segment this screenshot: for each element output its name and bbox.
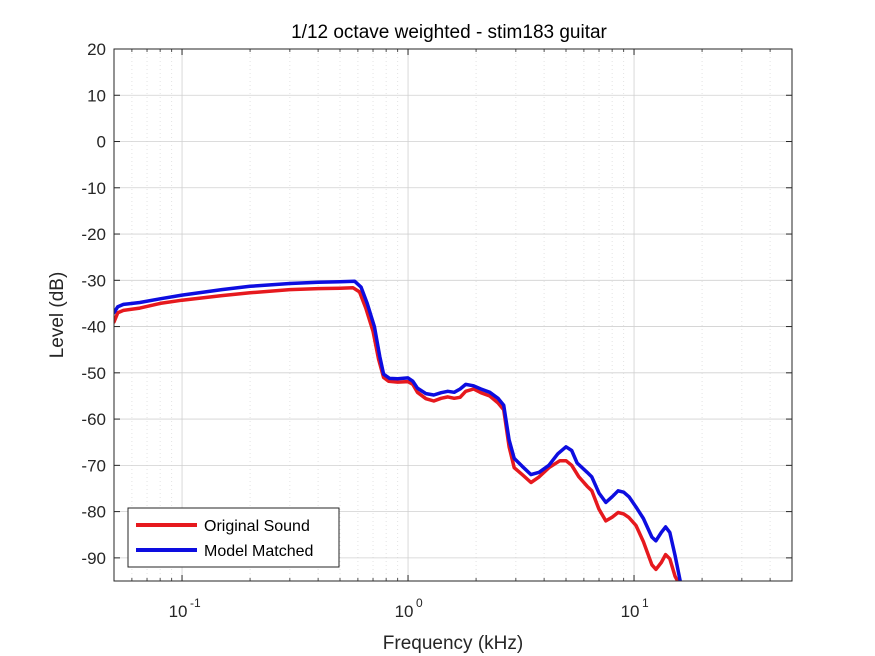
y-tick-labels: 20 10 0 -10 -20 -30 -40 -50 -60 -70 -80 -90	[81, 40, 106, 568]
x-axis-label: Frequency (kHz)	[383, 633, 523, 654]
y-tick-label: -50	[81, 364, 106, 383]
chart-title: 1/12 octave weighted - stim183 guitar	[291, 22, 607, 43]
y-tick-label: 20	[87, 40, 106, 59]
y-tick-label: 10	[87, 86, 106, 105]
x-tick-label: 10	[169, 602, 188, 621]
y-tick-label: -60	[81, 410, 106, 429]
y-tick-label: -90	[81, 549, 106, 568]
plot-border	[113, 48, 793, 582]
legend-label-model-matched: Model Matched	[204, 543, 313, 560]
plot-area	[114, 49, 792, 581]
legend-box	[127, 507, 340, 568]
y-tick-label: -30	[81, 271, 106, 290]
y-axis-label: Level (dB)	[47, 272, 68, 359]
y-tick-label: -20	[81, 225, 106, 244]
legend: Original Sound Model Matched	[127, 507, 340, 568]
x-tick-label: 10	[395, 602, 414, 621]
legend-label-original-sound: Original Sound	[204, 518, 310, 535]
x-tick-exponent: 1	[642, 596, 649, 610]
y-tick-label: -40	[81, 318, 106, 337]
y-tick-label: -10	[81, 179, 106, 198]
tick-marks	[113, 48, 793, 581]
x-tick-labels: 10 -1 10 0 10 1	[169, 596, 649, 621]
x-tick-exponent: -1	[190, 596, 201, 610]
series-line-original-sound	[114, 285, 680, 581]
y-tick-label: -80	[81, 503, 106, 522]
series-layer	[114, 279, 682, 581]
series-line-model-matched	[114, 279, 682, 581]
y-tick-label: -70	[81, 456, 106, 475]
x-tick-exponent: 0	[416, 596, 423, 610]
y-tick-label: 0	[97, 133, 106, 152]
x-tick-label: 10	[621, 602, 640, 621]
